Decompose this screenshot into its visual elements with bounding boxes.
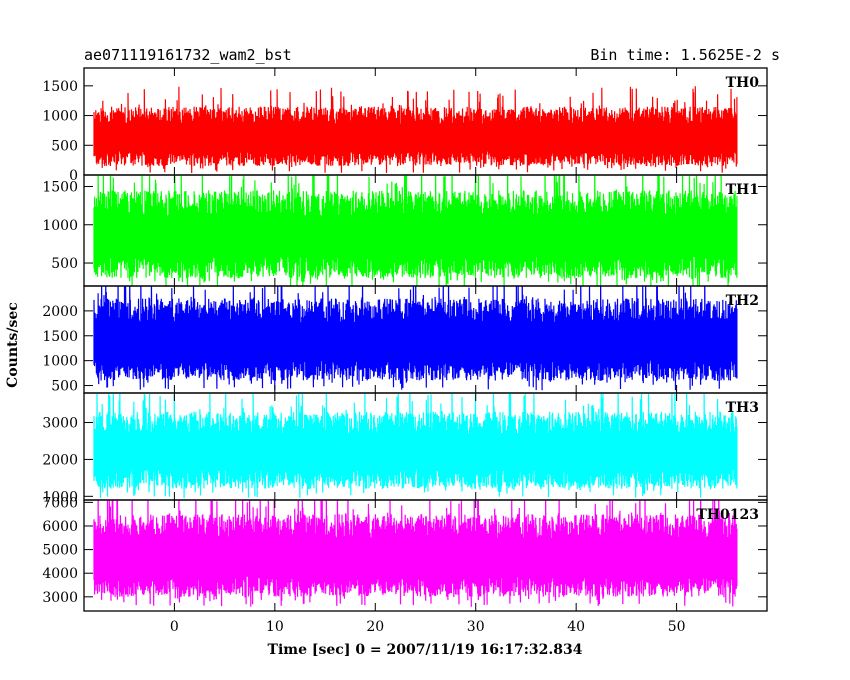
panel-th0123: 3000 4000 5000 6000 7000 TH0123 0 10 20 30 40 50 — [42, 495, 768, 635]
y-tick-label: 5000 — [42, 543, 78, 559]
bin-time-label: Bin time: 1.5625E-2 s — [590, 46, 780, 64]
y-tick-label: 2000 — [42, 452, 78, 468]
x-tick-label: 30 — [467, 619, 485, 635]
y-tick-label: 3000 — [42, 590, 78, 606]
series-line-th1 — [93, 175, 738, 286]
y-tick-label: 500 — [51, 379, 78, 395]
series-line-th3 — [93, 393, 738, 499]
series-line-th0123 — [93, 500, 738, 607]
panel-label-th1: TH1 — [726, 182, 759, 198]
y-tick-label: 7000 — [42, 495, 78, 511]
x-tick-label: 40 — [567, 619, 585, 635]
panel-label-th0: TH0 — [726, 75, 760, 91]
y-tick-label: 1000 — [42, 489, 78, 505]
y-tick-label: 0 — [69, 168, 78, 184]
panel-th2: 500 1000 1500 2000 TH2 — [42, 285, 768, 395]
panel-label-th2: TH2 — [726, 293, 759, 309]
panel-th1: 500 1000 1500 TH1 — [42, 174, 768, 287]
y-tick-label: 1500 — [42, 79, 78, 95]
y-tick-label: 500 — [51, 256, 78, 272]
x-tick-label: 0 — [170, 619, 179, 635]
panel-label-th3: TH3 — [726, 400, 759, 416]
x-axis-label: Time [sec] 0 = 2007/11/19 16:17:32.834 — [268, 642, 583, 658]
y-tick-label: 4000 — [42, 566, 78, 582]
y-tick-label: 500 — [51, 138, 78, 154]
y-tick-label: 3000 — [42, 416, 78, 432]
series-line-th2 — [93, 286, 738, 391]
y-tick-label: 1000 — [42, 218, 78, 234]
x-tick-label: 20 — [366, 619, 384, 635]
y-tick-label: 6000 — [42, 519, 78, 535]
panel-label-th0123: TH0123 — [696, 507, 759, 523]
x-tick-label: 50 — [668, 619, 686, 635]
x-tick-label: 10 — [266, 619, 284, 635]
panel-frame — [83, 499, 768, 612]
figure-title: ae071119161732_wam2_bst — [84, 46, 292, 64]
y-tick-label: 1000 — [42, 354, 78, 370]
panel-th0: 0 500 1000 1500 TH0 — [42, 67, 768, 184]
y-tick-label: 1000 — [42, 109, 78, 125]
y-tick-label: 1500 — [42, 329, 78, 345]
y-axis-label: Counts/sec — [5, 302, 21, 388]
y-tick-label: 2000 — [42, 304, 78, 320]
series-line-th0 — [93, 86, 738, 174]
y-tick-label: 1500 — [42, 179, 78, 195]
panel-th3: 1000 2000 3000 TH3 — [42, 392, 768, 505]
